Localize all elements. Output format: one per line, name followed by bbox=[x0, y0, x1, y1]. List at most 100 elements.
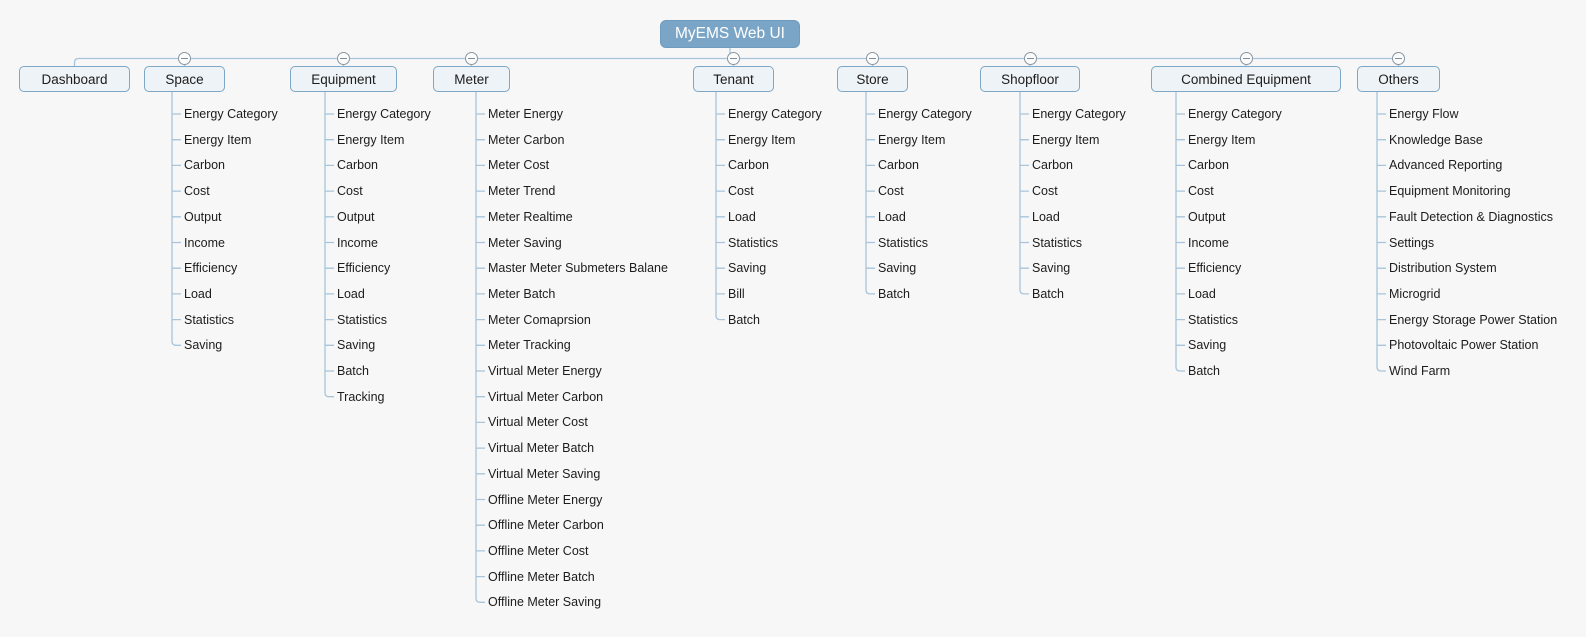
leaf-node-meter-realtime[interactable]: Meter Realtime bbox=[488, 209, 573, 224]
leaf-node-load[interactable]: Load bbox=[184, 286, 212, 301]
leaf-node-equipment-monitoring[interactable]: Equipment Monitoring bbox=[1389, 183, 1511, 198]
leaf-node-batch[interactable]: Batch bbox=[337, 363, 369, 378]
leaf-node-virtual-meter-carbon[interactable]: Virtual Meter Carbon bbox=[488, 389, 604, 404]
branch-node-store[interactable]: Store bbox=[837, 66, 908, 92]
leaf-node-energy-category[interactable]: Energy Category bbox=[337, 106, 431, 121]
leaf-node-carbon[interactable]: Carbon bbox=[1188, 158, 1229, 173]
collapse-toggle-tenant-icon[interactable] bbox=[727, 52, 740, 65]
root-node[interactable]: MyEMS Web UI bbox=[660, 20, 800, 48]
leaf-node-income[interactable]: Income bbox=[1188, 235, 1229, 250]
leaf-node-statistics[interactable]: Statistics bbox=[1188, 312, 1239, 327]
leaf-node-meter-energy[interactable]: Meter Energy bbox=[488, 106, 564, 121]
leaf-node-virtual-meter-energy[interactable]: Virtual Meter Energy bbox=[488, 363, 602, 378]
leaf-node-meter-tracking[interactable]: Meter Tracking bbox=[488, 338, 571, 353]
leaf-node-carbon[interactable]: Carbon bbox=[878, 158, 919, 173]
branch-node-dashboard[interactable]: Dashboard bbox=[19, 66, 130, 92]
leaf-node-saving[interactable]: Saving bbox=[878, 260, 917, 275]
leaf-node-cost[interactable]: Cost bbox=[1032, 183, 1058, 198]
branch-node-meter[interactable]: Meter bbox=[433, 66, 510, 92]
leaf-node-advanced-reporting[interactable]: Advanced Reporting bbox=[1389, 158, 1503, 173]
leaf-node-meter-trend[interactable]: Meter Trend bbox=[488, 183, 556, 198]
collapse-toggle-others-icon[interactable] bbox=[1392, 52, 1405, 65]
leaf-node-offline-meter-cost[interactable]: Offline Meter Cost bbox=[488, 543, 589, 558]
leaf-node-energy-item[interactable]: Energy Item bbox=[337, 132, 405, 147]
leaf-node-carbon[interactable]: Carbon bbox=[337, 158, 378, 173]
leaf-node-statistics[interactable]: Statistics bbox=[1032, 235, 1083, 250]
leaf-node-virtual-meter-batch[interactable]: Virtual Meter Batch bbox=[488, 440, 595, 455]
leaf-node-offline-meter-batch[interactable]: Offline Meter Batch bbox=[488, 569, 595, 584]
leaf-node-wind-farm[interactable]: Wind Farm bbox=[1389, 363, 1451, 378]
leaf-node-energy-category[interactable]: Energy Category bbox=[878, 106, 972, 121]
leaf-node-saving[interactable]: Saving bbox=[337, 338, 376, 353]
branch-node-combined-equipment[interactable]: Combined Equipment bbox=[1151, 66, 1341, 92]
leaf-node-settings[interactable]: Settings bbox=[1389, 235, 1435, 250]
branch-node-space[interactable]: Space bbox=[144, 66, 225, 92]
leaf-node-statistics[interactable]: Statistics bbox=[878, 235, 929, 250]
leaf-node-offline-meter-saving[interactable]: Offline Meter Saving bbox=[488, 595, 602, 610]
leaf-node-load[interactable]: Load bbox=[728, 209, 756, 224]
leaf-node-cost[interactable]: Cost bbox=[878, 183, 904, 198]
collapse-toggle-space-icon[interactable] bbox=[178, 52, 191, 65]
leaf-node-saving[interactable]: Saving bbox=[728, 260, 767, 275]
leaf-node-cost[interactable]: Cost bbox=[1188, 183, 1214, 198]
leaf-node-income[interactable]: Income bbox=[337, 235, 378, 250]
leaf-node-saving[interactable]: Saving bbox=[184, 338, 223, 353]
leaf-node-knowledge-base[interactable]: Knowledge Base bbox=[1389, 132, 1483, 147]
collapse-toggle-store-icon[interactable] bbox=[866, 52, 879, 65]
leaf-node-master-meter-submeters-balane[interactable]: Master Meter Submeters Balane bbox=[488, 260, 668, 275]
leaf-node-fault-detection-diagnostics[interactable]: Fault Detection & Diagnostics bbox=[1389, 209, 1553, 224]
leaf-node-batch[interactable]: Batch bbox=[878, 286, 910, 301]
collapse-toggle-meter-icon[interactable] bbox=[465, 52, 478, 65]
leaf-node-saving[interactable]: Saving bbox=[1032, 260, 1071, 275]
leaf-node-carbon[interactable]: Carbon bbox=[1032, 158, 1073, 173]
leaf-node-meter-cost[interactable]: Meter Cost bbox=[488, 158, 550, 173]
branch-node-tenant[interactable]: Tenant bbox=[693, 66, 774, 92]
leaf-node-energy-item[interactable]: Energy Item bbox=[878, 132, 946, 147]
leaf-node-offline-meter-carbon[interactable]: Offline Meter Carbon bbox=[488, 517, 604, 532]
leaf-node-income[interactable]: Income bbox=[184, 235, 225, 250]
leaf-node-energy-storage-power-station[interactable]: Energy Storage Power Station bbox=[1389, 312, 1558, 327]
leaf-node-offline-meter-energy[interactable]: Offline Meter Energy bbox=[488, 492, 603, 507]
leaf-node-energy-item[interactable]: Energy Item bbox=[728, 132, 796, 147]
leaf-node-meter-saving[interactable]: Meter Saving bbox=[488, 235, 562, 250]
leaf-node-energy-item[interactable]: Energy Item bbox=[1188, 132, 1256, 147]
leaf-node-cost[interactable]: Cost bbox=[728, 183, 754, 198]
branch-node-others[interactable]: Others bbox=[1357, 66, 1440, 92]
leaf-node-meter-comaprsion[interactable]: Meter Comaprsion bbox=[488, 312, 591, 327]
leaf-node-load[interactable]: Load bbox=[1032, 209, 1060, 224]
leaf-node-load[interactable]: Load bbox=[337, 286, 365, 301]
leaf-node-output[interactable]: Output bbox=[1188, 209, 1226, 224]
leaf-node-carbon[interactable]: Carbon bbox=[184, 158, 225, 173]
leaf-node-meter-batch[interactable]: Meter Batch bbox=[488, 286, 556, 301]
leaf-node-efficiency[interactable]: Efficiency bbox=[337, 260, 391, 275]
leaf-node-energy-category[interactable]: Energy Category bbox=[728, 106, 822, 121]
leaf-node-meter-carbon[interactable]: Meter Carbon bbox=[488, 132, 565, 147]
leaf-node-virtual-meter-cost[interactable]: Virtual Meter Cost bbox=[488, 415, 588, 430]
branch-node-shopfloor[interactable]: Shopfloor bbox=[980, 66, 1080, 92]
leaf-node-statistics[interactable]: Statistics bbox=[337, 312, 388, 327]
leaf-node-batch[interactable]: Batch bbox=[728, 312, 760, 327]
leaf-node-output[interactable]: Output bbox=[184, 209, 222, 224]
leaf-node-cost[interactable]: Cost bbox=[184, 183, 210, 198]
collapse-toggle-combined-equipment-icon[interactable] bbox=[1239, 52, 1253, 65]
leaf-node-energy-category[interactable]: Energy Category bbox=[1188, 106, 1282, 121]
leaf-node-microgrid[interactable]: Microgrid bbox=[1389, 286, 1441, 301]
leaf-node-batch[interactable]: Batch bbox=[1188, 363, 1220, 378]
leaf-node-energy-item[interactable]: Energy Item bbox=[184, 132, 252, 147]
leaf-node-virtual-meter-saving[interactable]: Virtual Meter Saving bbox=[488, 466, 601, 481]
branch-node-equipment[interactable]: Equipment bbox=[290, 66, 397, 92]
leaf-node-carbon[interactable]: Carbon bbox=[728, 158, 769, 173]
leaf-node-statistics[interactable]: Statistics bbox=[728, 235, 779, 250]
collapse-toggle-shopfloor-icon[interactable] bbox=[1023, 52, 1037, 65]
collapse-toggle-equipment-icon[interactable] bbox=[337, 52, 350, 65]
leaf-node-energy-flow[interactable]: Energy Flow bbox=[1389, 106, 1459, 121]
leaf-node-statistics[interactable]: Statistics bbox=[184, 312, 235, 327]
leaf-node-tracking[interactable]: Tracking bbox=[337, 389, 385, 404]
leaf-node-energy-item[interactable]: Energy Item bbox=[1032, 132, 1100, 147]
leaf-node-saving[interactable]: Saving bbox=[1188, 338, 1227, 353]
leaf-node-load[interactable]: Load bbox=[1188, 286, 1216, 301]
leaf-node-batch[interactable]: Batch bbox=[1032, 286, 1064, 301]
leaf-node-output[interactable]: Output bbox=[337, 209, 375, 224]
leaf-node-energy-category[interactable]: Energy Category bbox=[1032, 106, 1126, 121]
leaf-node-distribution-system[interactable]: Distribution System bbox=[1389, 260, 1497, 275]
